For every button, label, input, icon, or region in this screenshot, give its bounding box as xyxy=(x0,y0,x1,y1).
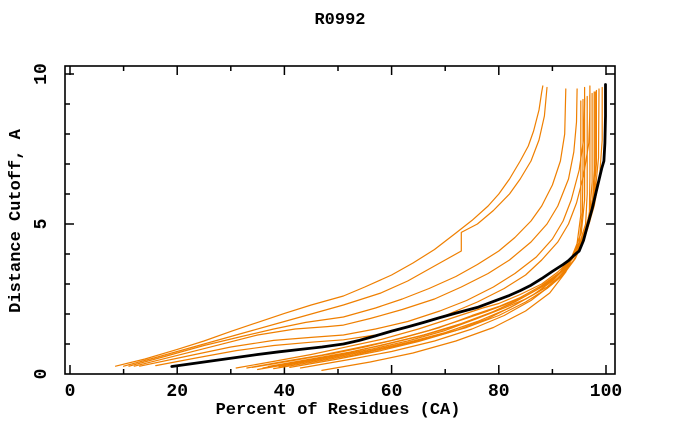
model-curve xyxy=(262,91,595,369)
axis-ticks xyxy=(65,66,615,374)
model-curve xyxy=(133,88,578,367)
x-tick-label: 0 xyxy=(65,382,76,402)
y-tick-label: 0 xyxy=(32,369,52,380)
highlighted-model-curve xyxy=(170,83,607,368)
model-curve xyxy=(122,86,548,367)
plot-title: R0992 xyxy=(314,11,365,30)
x-tick-label: 20 xyxy=(166,382,188,402)
y-tick-label: 5 xyxy=(32,219,52,230)
model-curve xyxy=(251,89,598,368)
model-curve xyxy=(155,85,591,367)
model-curve xyxy=(289,97,586,368)
model-curve xyxy=(246,88,600,369)
frame-rect xyxy=(64,65,616,375)
model-curve xyxy=(139,86,586,367)
x-axis-label: Percent of Residues (CA) xyxy=(216,401,461,420)
model-curve xyxy=(321,100,582,371)
y-tick-label: 10 xyxy=(32,63,52,85)
x-tick-label: 80 xyxy=(488,382,510,402)
x-tick-label: 40 xyxy=(274,382,296,402)
model-curve xyxy=(299,98,584,369)
plot-frame xyxy=(64,65,616,375)
y-axis-label: Distance Cutoff, A xyxy=(7,128,26,312)
x-tick-label: 100 xyxy=(590,382,622,402)
model-curve xyxy=(128,88,567,367)
axis-tick-labels: 0 20 40 60 80 100 0 5 10 xyxy=(32,63,622,402)
model-curve xyxy=(114,85,544,367)
model-curves xyxy=(114,83,607,371)
x-tick-label: 60 xyxy=(381,382,403,402)
